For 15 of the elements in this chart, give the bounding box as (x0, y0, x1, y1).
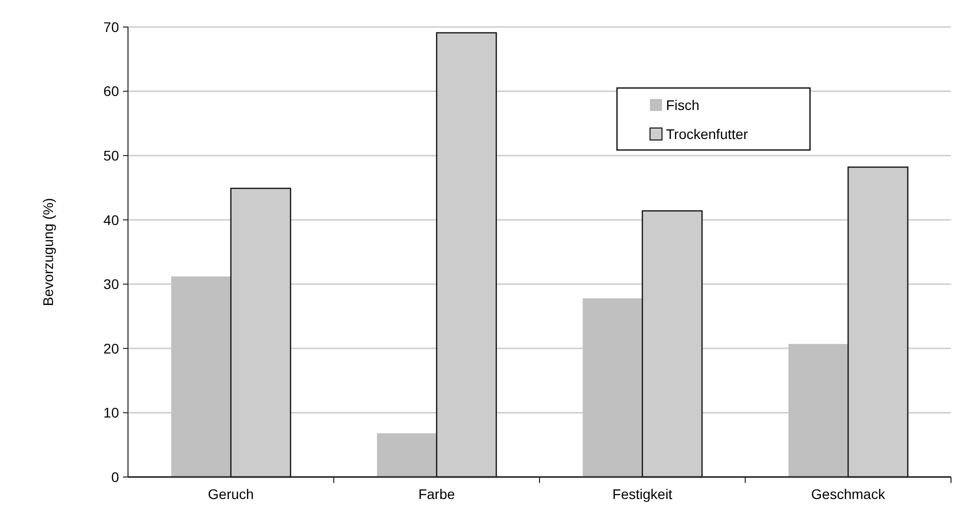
y-tick-label: 40 (103, 212, 120, 228)
x-tick-label: Farbe (418, 486, 456, 502)
y-tick-label: 50 (103, 147, 120, 164)
y-tick-label: 0 (111, 468, 120, 485)
legend-label: Trockenfutter (666, 126, 748, 142)
y-axis-title: Bevorzugung (%) (40, 198, 56, 306)
x-tick-label: Festigkeit (612, 486, 672, 502)
y-tick-label: 70 (103, 18, 120, 35)
legend-label: Fisch (666, 96, 700, 113)
y-tick-label: 60 (103, 83, 120, 100)
x-tick-label: Geschmack (811, 486, 886, 502)
y-tick-label: 10 (103, 404, 120, 421)
y-tick-label: 20 (103, 340, 120, 356)
y-tick-label: 30 (103, 276, 120, 292)
x-tick-label: Geruch (208, 486, 254, 502)
